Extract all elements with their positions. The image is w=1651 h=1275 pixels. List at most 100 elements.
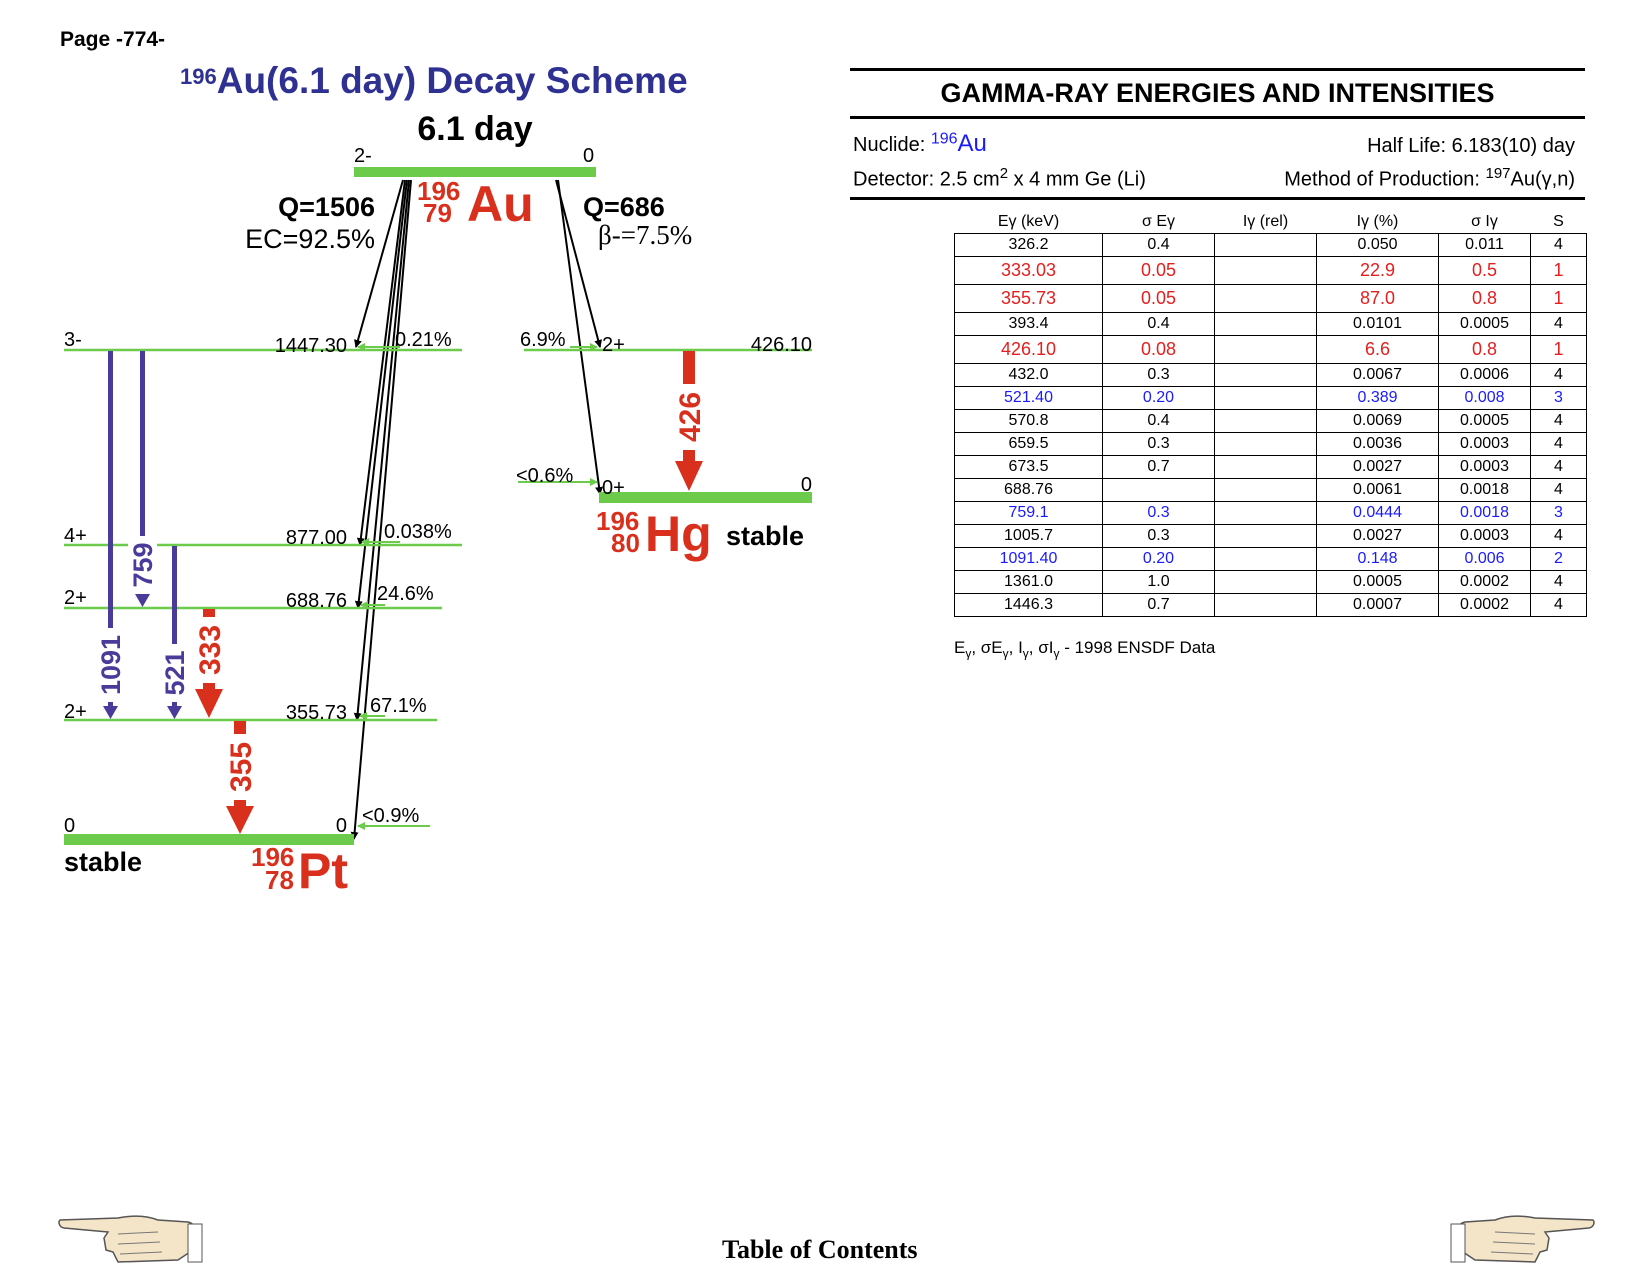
hg-atomic-number: 80 bbox=[611, 528, 640, 558]
cell-intensity-rel bbox=[1214, 593, 1317, 617]
table-row: 659.5 0.3 0.0036 0.0003 4 bbox=[954, 432, 1587, 456]
table-row: 333.03 0.05 22.9 0.5 1 bbox=[954, 256, 1587, 285]
gamma-355-label: 355 bbox=[225, 742, 258, 792]
cell-energy-error: 0.3 bbox=[1102, 524, 1215, 548]
gamma-panel-title: GAMMA-RAY ENERGIES AND INTENSITIES bbox=[940, 78, 1495, 108]
cell-intensity-pct: 0.148 bbox=[1316, 547, 1439, 571]
gamma-759-arrow: 759 bbox=[128, 351, 158, 607]
cell-intensity-error: 0.0018 bbox=[1438, 501, 1531, 525]
gamma-333-label: 333 bbox=[194, 625, 227, 675]
cell-energy: 1091.40 bbox=[954, 547, 1103, 571]
cell-source: 4 bbox=[1530, 570, 1587, 594]
cell-intensity-rel bbox=[1214, 570, 1317, 594]
cell-intensity-error: 0.8 bbox=[1438, 284, 1531, 313]
gamma-table-body: 326.2 0.4 0.050 0.011 4 333.03 0.05 22.9 0.5 1 355… bbox=[954, 233, 1587, 617]
cell-energy-error: 0.05 bbox=[1102, 256, 1215, 285]
feed-percent: 0.21% bbox=[395, 329, 452, 351]
cell-energy: 393.4 bbox=[954, 312, 1103, 336]
cell-energy-error: 0.4 bbox=[1102, 409, 1215, 433]
cell-energy: 673.5 bbox=[954, 455, 1103, 479]
cell-energy: 659.5 bbox=[954, 432, 1103, 456]
table-row: 570.8 0.4 0.0069 0.0005 4 bbox=[954, 409, 1587, 433]
level-energy: 0 bbox=[801, 474, 812, 496]
cell-energy-error: 0.3 bbox=[1102, 501, 1215, 525]
pt-symbol: Pt bbox=[298, 843, 348, 899]
ec-branch-fraction: EC=92.5% bbox=[245, 224, 375, 254]
cell-source: 1 bbox=[1530, 284, 1587, 313]
cell-source: 4 bbox=[1530, 455, 1587, 479]
cell-source: 1 bbox=[1530, 256, 1587, 285]
hg-level-426: 6.9% 2+ 426.10 bbox=[520, 329, 812, 356]
scheme-title-mass: 196 bbox=[180, 64, 217, 89]
parent-spin-left: 2- bbox=[354, 145, 372, 167]
feed-percent: 6.9% bbox=[520, 329, 566, 351]
ec-decay-arrows bbox=[350, 179, 412, 840]
cell-energy: 1446.3 bbox=[954, 593, 1103, 617]
col-intensity-rel: Iγ (rel) bbox=[1242, 213, 1289, 230]
col-intensity-pct: Iγ (%) bbox=[1356, 213, 1399, 230]
cell-intensity-error: 0.0002 bbox=[1438, 570, 1531, 594]
cell-source: 4 bbox=[1530, 312, 1587, 336]
parent-atomic-number: 79 bbox=[423, 198, 452, 228]
level-spin: 2+ bbox=[64, 701, 87, 723]
cell-energy: 570.8 bbox=[954, 409, 1103, 433]
cell-energy-error: 0.20 bbox=[1102, 386, 1215, 410]
table-row: 355.73 0.05 87.0 0.8 1 bbox=[954, 284, 1587, 313]
cell-energy-error: 1.0 bbox=[1102, 570, 1215, 594]
level-spin: 2+ bbox=[602, 334, 625, 356]
table-row: 759.1 0.3 0.0444 0.0018 3 bbox=[954, 501, 1587, 525]
cell-intensity-pct: 6.6 bbox=[1316, 335, 1439, 364]
feed-percent: 24.6% bbox=[377, 583, 434, 605]
previous-page-hand-icon[interactable] bbox=[58, 1210, 203, 1265]
cell-energy-error: 0.7 bbox=[1102, 593, 1215, 617]
header-rule-bottom bbox=[850, 197, 1585, 200]
cell-energy: 688.76 bbox=[954, 478, 1103, 502]
cell-intensity-rel bbox=[1214, 547, 1317, 571]
gamma-table-header: Eγ (keV) σ Eγ Iγ (rel) Iγ (%) σ Iγ S bbox=[955, 211, 1587, 234]
cell-intensity-error: 0.0003 bbox=[1438, 455, 1531, 479]
cell-intensity-error: 0.0002 bbox=[1438, 593, 1531, 617]
pt-level-688: 2+ 688.76 24.6% bbox=[64, 583, 442, 612]
table-of-contents-link[interactable]: Table of Contents bbox=[722, 1235, 918, 1264]
gamma-759-label: 759 bbox=[128, 542, 158, 587]
cell-intensity-rel bbox=[1214, 409, 1317, 433]
pt-mass-number: 196 bbox=[251, 842, 294, 872]
cell-intensity-pct: 0.0069 bbox=[1316, 409, 1439, 433]
cell-energy-error: 0.20 bbox=[1102, 547, 1215, 571]
next-page-hand-icon[interactable] bbox=[1450, 1210, 1595, 1265]
header-rule-middle bbox=[850, 116, 1585, 119]
scheme-title-text: Au(6.1 day) Decay Scheme bbox=[216, 60, 688, 101]
cell-energy: 432.0 bbox=[954, 363, 1103, 387]
feed-percent: <0.9% bbox=[362, 805, 419, 827]
cell-intensity-error: 0.0018 bbox=[1438, 478, 1531, 502]
gamma-521-label: 521 bbox=[160, 650, 190, 695]
cell-intensity-pct: 0.050 bbox=[1316, 233, 1439, 257]
gamma-333-arrow: 333 bbox=[194, 609, 227, 718]
cell-intensity-pct: 0.0027 bbox=[1316, 455, 1439, 479]
cell-intensity-error: 0.011 bbox=[1438, 233, 1531, 257]
method-prefix: Method of Production: bbox=[1284, 168, 1486, 191]
cell-intensity-error: 0.0005 bbox=[1438, 409, 1531, 433]
header-rule-top bbox=[850, 68, 1585, 71]
hg-symbol: Hg bbox=[645, 506, 712, 562]
cell-energy-error: 0.4 bbox=[1102, 233, 1215, 257]
data-footnote: Eγ, σEγ, Iγ, σIγ - 1998 ENSDF Data bbox=[954, 638, 1216, 661]
cell-energy-error: 0.05 bbox=[1102, 284, 1215, 313]
cell-intensity-error: 0.0005 bbox=[1438, 312, 1531, 336]
level-energy: 1447.30 bbox=[275, 335, 347, 357]
cell-energy: 1005.7 bbox=[954, 524, 1103, 548]
scheme-title: 196Au(6.1 day) Decay Scheme bbox=[180, 60, 688, 102]
production-method-info: Method of Production: 197Au(γ,n) bbox=[1284, 165, 1575, 192]
cell-source: 4 bbox=[1530, 478, 1587, 502]
level-spin: 0 bbox=[64, 815, 75, 837]
cell-intensity-error: 0.5 bbox=[1438, 256, 1531, 285]
gamma-521-arrow: 521 bbox=[160, 546, 190, 719]
level-energy: 426.10 bbox=[751, 334, 812, 356]
cell-source: 4 bbox=[1530, 363, 1587, 387]
pt-stable-label: stable bbox=[64, 847, 142, 877]
level-spin: 0+ bbox=[602, 477, 625, 499]
cell-intensity-pct: 22.9 bbox=[1316, 256, 1439, 285]
detector-info: Detector: 2.5 cm2 x 4 mm Ge (Li) bbox=[853, 165, 1146, 192]
level-energy: 0 bbox=[336, 815, 347, 837]
cell-intensity-pct: 0.0005 bbox=[1316, 570, 1439, 594]
